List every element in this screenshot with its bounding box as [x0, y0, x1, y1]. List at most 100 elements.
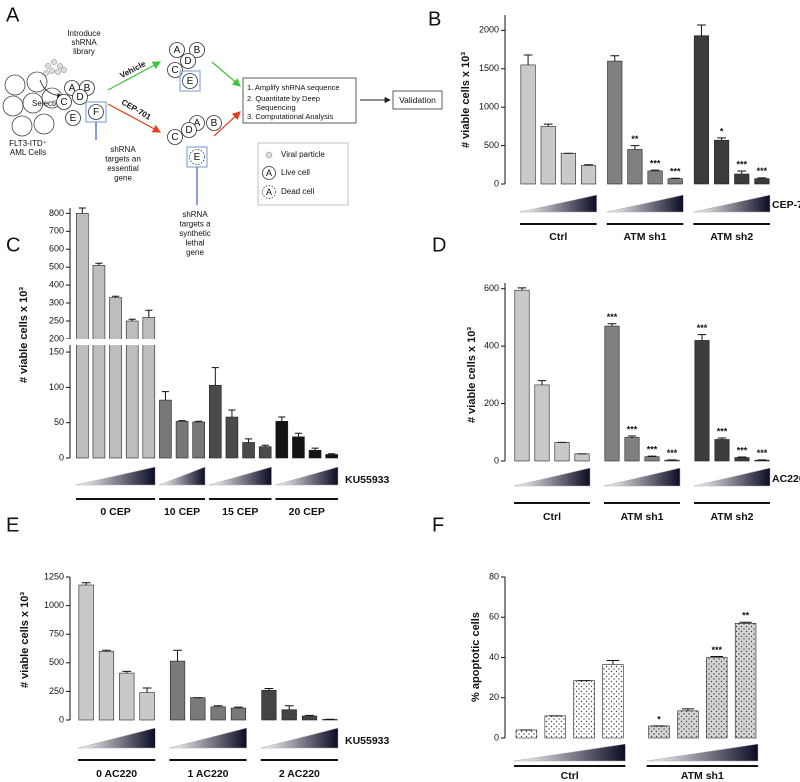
- bar: [175, 420, 189, 459]
- library-label: library: [73, 47, 95, 56]
- bar: [109, 297, 122, 459]
- synthetic-note: gene: [186, 248, 204, 257]
- panel-letter: B: [428, 8, 441, 30]
- essential-note: targets an: [105, 155, 141, 164]
- bar: [647, 170, 663, 185]
- significance-label: ***: [757, 166, 768, 176]
- viral-particle: [51, 59, 57, 65]
- group-label: ATM sh1: [621, 511, 664, 523]
- cell-letter: B: [84, 83, 91, 94]
- group-label: Ctrl: [549, 231, 567, 243]
- bar: [734, 622, 757, 739]
- cell: [2, 95, 24, 117]
- error-bar: [681, 708, 695, 711]
- y-tick-label: 50: [54, 417, 64, 427]
- synthetic-note: lethal: [185, 239, 204, 248]
- group-label: 2 AC220: [279, 768, 320, 780]
- error-bar: [543, 123, 553, 127]
- bar: [573, 680, 595, 739]
- synthetic-note: shRNA: [182, 210, 208, 219]
- error-bar: [737, 456, 747, 458]
- live-cell: [72, 89, 88, 105]
- error-bar: [122, 670, 132, 674]
- y-tick-label: 600: [484, 283, 499, 293]
- cell-letter: C: [60, 97, 67, 108]
- error-bar: [627, 435, 637, 438]
- drug-arrow: [213, 111, 241, 137]
- bar: [624, 437, 640, 462]
- error-bar: [697, 24, 706, 36]
- bar: [604, 325, 620, 462]
- significance-label: ***: [650, 159, 661, 169]
- panel-letter: A: [6, 4, 20, 26]
- legend-label: Live cell: [281, 168, 310, 177]
- dose-ramp: [75, 466, 156, 486]
- error-bar: [717, 137, 726, 141]
- bar: [78, 584, 94, 721]
- y-tick-label: 200: [49, 333, 64, 343]
- legend-symbol: A: [266, 187, 272, 197]
- bar: [119, 672, 135, 721]
- error-bar: [278, 416, 286, 422]
- bar: [76, 213, 89, 459]
- bar: [540, 126, 556, 185]
- legend-label: Viral particle: [281, 150, 325, 159]
- dose-ramp: [275, 466, 339, 486]
- bar: [225, 416, 239, 459]
- error-bar: [606, 660, 620, 665]
- group-label: 20 CEP: [289, 506, 325, 518]
- cell: [33, 113, 55, 135]
- error-bar: [517, 287, 527, 291]
- step-text: 1. Amplify shRNA sequence: [247, 83, 340, 92]
- live-cell: [182, 73, 198, 89]
- bar: [139, 692, 155, 721]
- error-bar: [328, 453, 336, 455]
- y-tick-label: 250: [49, 315, 64, 325]
- bar: [192, 421, 205, 459]
- y-tick-label: 400: [49, 279, 64, 289]
- bar: [514, 289, 530, 462]
- group-label: 0 CEP: [100, 506, 130, 518]
- step-text: 2. Quantitate by Deep: [247, 94, 320, 103]
- cell-letter: A: [69, 83, 76, 94]
- steps-box: [242, 77, 357, 124]
- vehicle-arrow: [107, 61, 162, 91]
- cell-letter: C: [171, 132, 178, 143]
- bar: [515, 729, 538, 739]
- y-tick-label: 200: [484, 398, 499, 408]
- live-cell: [167, 62, 183, 78]
- y-tick-label: 1000: [479, 102, 499, 112]
- y-tick-label: 2000: [479, 25, 499, 35]
- validation-box: [392, 90, 443, 110]
- cell: [11, 115, 33, 137]
- group-label: 1 AC220: [187, 768, 228, 780]
- error-bar: [102, 649, 111, 652]
- dose-ramp: [646, 743, 759, 762]
- panel-letter: C: [6, 234, 20, 256]
- drug-label: CEP-701: [120, 98, 153, 122]
- vehicle-arrow: [211, 61, 241, 87]
- y-tick-label: 600: [49, 244, 64, 254]
- y-axis-label: # viable cells x 10³: [460, 52, 472, 148]
- error-bar: [145, 309, 153, 318]
- error-bar: [739, 621, 752, 624]
- significance-label: ***: [667, 448, 678, 458]
- y-tick-label: 500: [49, 262, 64, 272]
- live-cell: [169, 42, 185, 58]
- live-cell: [88, 104, 104, 120]
- viral-particle: [265, 151, 273, 159]
- bar: [714, 139, 730, 185]
- live-cell: [65, 110, 81, 126]
- bar: [554, 442, 570, 462]
- significance-label: *: [720, 126, 724, 136]
- y-tick-label: 750: [49, 629, 64, 639]
- dose-ramp: [169, 727, 247, 749]
- cell-letter: F: [93, 107, 99, 118]
- error-bar: [264, 688, 274, 691]
- cell-letter: E: [70, 113, 77, 124]
- cell-letter: A: [174, 45, 181, 56]
- y-axis-label: # viable cells x 10³: [19, 592, 31, 688]
- y-tick-label: 60: [489, 612, 499, 622]
- cell-letter: B: [211, 118, 218, 129]
- cell-letter: D: [76, 92, 83, 103]
